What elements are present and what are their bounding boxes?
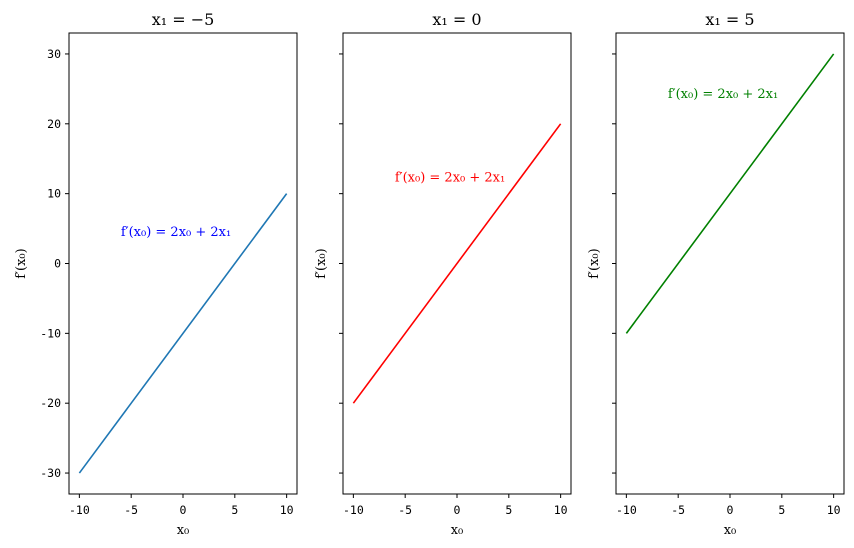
x-tick-label: 0 xyxy=(180,503,187,517)
panel-2: -10 -5 0 5 10 x₁ = 0 x₀ f′(x₀) f′(x₀) = 2x₀ + 2x… xyxy=(314,10,572,538)
series-line xyxy=(625,53,835,334)
x-axis-label: x₀ xyxy=(451,523,464,538)
x-tick-label: 0 xyxy=(727,503,734,517)
series-line xyxy=(352,123,562,404)
plot-frame xyxy=(68,32,298,495)
x-tick-label: -5 xyxy=(398,503,412,517)
y-tick-label: 0 xyxy=(54,257,61,271)
x-tick-label: 0 xyxy=(454,503,461,517)
annotation: f′(x₀) = 2x₀ + 2x₁ xyxy=(395,171,505,186)
series-line xyxy=(78,193,288,474)
panel-3: -10 -5 0 5 10 x₁ = 5 x₀ f′(x₀) f′(x₀) = 2x₀ + 2x… xyxy=(587,10,845,538)
x-tick-label: 10 xyxy=(280,503,294,517)
y-axis-label: f′(x₀) xyxy=(14,248,29,278)
x-tick-label: 5 xyxy=(231,503,238,517)
y-tick-label: -20 xyxy=(40,396,61,410)
y-axis-label: f′(x₀) xyxy=(314,248,329,278)
x-tick-label: -5 xyxy=(671,503,685,517)
y-tick-label: 20 xyxy=(47,117,61,131)
x-tick-label: -10 xyxy=(616,503,637,517)
x-tick-label: 5 xyxy=(778,503,785,517)
y-tick-label: -30 xyxy=(40,466,61,480)
x-tick-label: -10 xyxy=(343,503,364,517)
y-tick-label: -10 xyxy=(40,326,61,340)
chart-title: x₁ = 5 xyxy=(705,10,754,29)
y-tick-label: 30 xyxy=(47,47,61,61)
annotation: f′(x₀) = 2x₀ + 2x₁ xyxy=(121,225,231,240)
y-axis-label: f′(x₀) xyxy=(587,248,602,278)
x-axis-label: x₀ xyxy=(177,523,190,538)
x-axis-label: x₀ xyxy=(724,523,737,538)
panel-1: -10 -5 0 5 10 -30 -20 -10 0 10 20 30 x₁ = −5 x₀ f′(x₀)… xyxy=(14,10,298,538)
annotation: f′(x₀) = 2x₀ + 2x₁ xyxy=(668,87,778,102)
plot-frame xyxy=(615,32,845,495)
y-tick-label: 10 xyxy=(47,187,61,201)
x-tick-label: -10 xyxy=(69,503,90,517)
chart-title: x₁ = −5 xyxy=(152,10,215,29)
chart-title: x₁ = 0 xyxy=(432,10,481,29)
x-tick-label: -5 xyxy=(124,503,138,517)
x-tick-label: 5 xyxy=(505,503,512,517)
x-tick-label: 10 xyxy=(827,503,841,517)
x-tick-label: 10 xyxy=(554,503,568,517)
